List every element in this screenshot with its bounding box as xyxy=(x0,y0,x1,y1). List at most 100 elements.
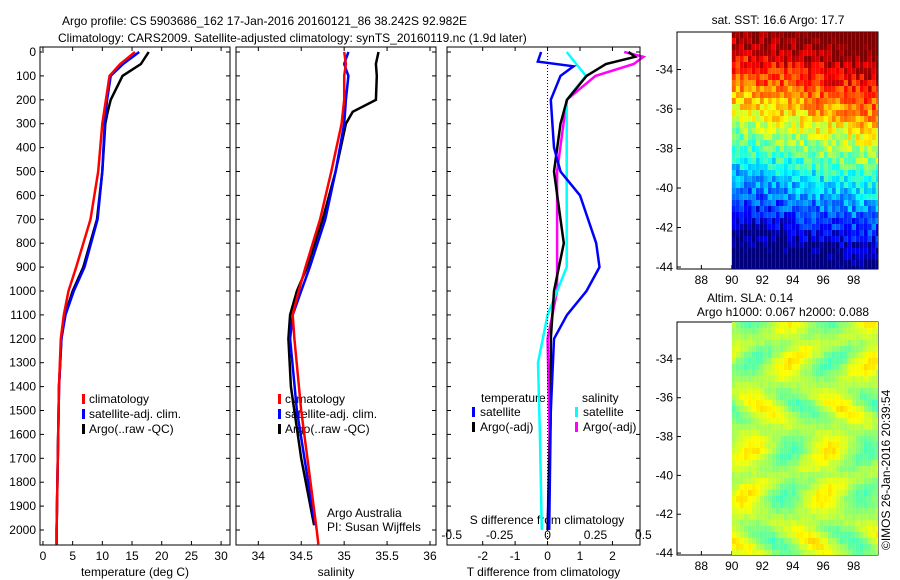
map-cell xyxy=(799,146,804,152)
map-cell xyxy=(767,254,772,260)
map-cell xyxy=(747,248,752,254)
map-cell xyxy=(799,140,804,146)
map-cell xyxy=(767,352,772,358)
map-cell xyxy=(819,236,824,242)
map-cell xyxy=(855,400,860,406)
map-cell xyxy=(735,394,740,400)
map-cell xyxy=(839,520,844,526)
map-cell xyxy=(787,92,792,98)
map-cell xyxy=(847,98,852,104)
map-cell xyxy=(811,328,816,334)
map-cell xyxy=(855,514,860,520)
map-cell xyxy=(871,388,876,394)
map-cell xyxy=(847,460,852,466)
map-cell xyxy=(819,248,824,254)
map-cell xyxy=(763,340,768,346)
map-cell xyxy=(835,346,840,352)
map-cell xyxy=(827,266,832,269)
map-cell xyxy=(787,188,792,194)
map-cell xyxy=(803,206,808,212)
map-cell xyxy=(739,50,744,56)
y-tick-label: -36 xyxy=(656,102,674,116)
map-cell xyxy=(787,194,792,200)
map-cell xyxy=(775,424,780,430)
map-cell xyxy=(779,194,784,200)
map-cell xyxy=(735,50,740,56)
map-cell xyxy=(855,236,860,242)
map-cell xyxy=(839,212,844,218)
map-cell xyxy=(767,544,772,550)
map-cell xyxy=(795,538,800,544)
map-cell xyxy=(835,442,840,448)
map-cell xyxy=(839,98,844,104)
map-cell xyxy=(835,472,840,478)
map-cell xyxy=(783,328,788,334)
map-cell xyxy=(799,260,804,266)
map-cell xyxy=(823,520,828,526)
map-cell xyxy=(791,520,796,526)
map-cell xyxy=(839,188,844,194)
map-cell xyxy=(811,242,816,248)
map-cell xyxy=(835,260,840,266)
map-cell xyxy=(747,170,752,176)
map-cell xyxy=(751,254,756,260)
map-cell xyxy=(851,520,856,526)
map-cell xyxy=(847,514,852,520)
map-cell xyxy=(743,74,748,80)
map-cell xyxy=(867,358,872,364)
map-cell xyxy=(751,538,756,544)
map-cell xyxy=(771,388,776,394)
map-cell xyxy=(763,104,768,110)
map-cell xyxy=(739,418,744,424)
map-cell xyxy=(843,382,848,388)
map-cell xyxy=(759,188,764,194)
map-cell xyxy=(743,448,748,454)
map-cell xyxy=(811,104,816,110)
map-cell xyxy=(787,260,792,266)
map-cell xyxy=(859,200,864,206)
map-cell xyxy=(807,466,812,472)
map-cell xyxy=(755,382,760,388)
map-cell xyxy=(811,382,816,388)
map-cell xyxy=(763,146,768,152)
map-cell xyxy=(823,218,828,224)
map-cell xyxy=(863,538,868,544)
map-cell xyxy=(735,254,740,260)
map-cell xyxy=(863,248,868,254)
map-cell xyxy=(743,236,748,242)
map-cell xyxy=(859,74,864,80)
map-cell xyxy=(863,146,868,152)
map-cell xyxy=(871,400,876,406)
map-cell xyxy=(763,370,768,376)
x-axis-label: temperature (deg C) xyxy=(81,565,189,579)
map-cell xyxy=(863,322,868,328)
map-cell xyxy=(859,146,864,152)
map-cell xyxy=(871,176,876,182)
map-cell xyxy=(787,242,792,248)
map-cell xyxy=(795,370,800,376)
map-cell xyxy=(847,164,852,170)
map-cell xyxy=(819,406,824,412)
map-cell xyxy=(731,526,736,532)
map-cell xyxy=(759,478,764,484)
map-cell xyxy=(743,466,748,472)
map-cell xyxy=(811,170,816,176)
map-cell xyxy=(739,472,744,478)
map-cell xyxy=(819,436,824,442)
map-cell xyxy=(815,206,820,212)
map-cell xyxy=(771,370,776,376)
map-cell xyxy=(819,322,824,328)
map-cell xyxy=(867,406,872,412)
map-cell xyxy=(751,62,756,68)
map-cell xyxy=(767,340,772,346)
map-cell xyxy=(831,122,836,128)
map-cell xyxy=(859,152,864,158)
map-cell xyxy=(823,266,828,269)
map-cell xyxy=(867,448,872,454)
map-cell xyxy=(851,394,856,400)
map-cell xyxy=(831,514,836,520)
map-cell xyxy=(767,50,772,56)
map-cell xyxy=(795,266,800,269)
map-cell xyxy=(731,532,736,538)
map-cell xyxy=(851,122,856,128)
